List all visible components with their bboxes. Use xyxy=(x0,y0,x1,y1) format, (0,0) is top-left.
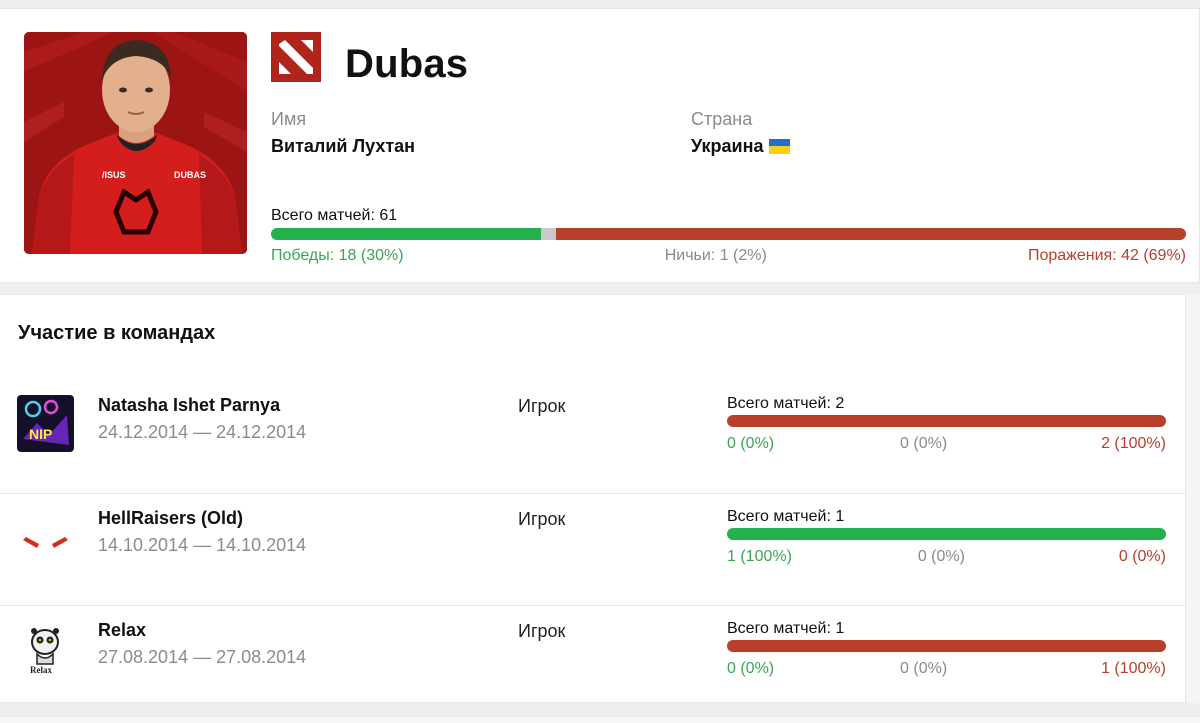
player-avatar: DUBAS /ISUS xyxy=(24,32,247,254)
team-row[interactable]: NIP Natasha Ishet Parnya 24.12.2014 — 24… xyxy=(0,381,1186,493)
player-photo: DUBAS /ISUS xyxy=(24,32,247,254)
team-name[interactable]: Natasha Ishet Parnya xyxy=(98,395,281,415)
team-role: Игрок xyxy=(518,621,566,641)
draws-segment xyxy=(541,228,556,240)
team-row[interactable]: HellRaisers (Old) 14.10.2014 — 14.10.201… xyxy=(0,493,1186,605)
losses-label: Поражения: 42 (69%) xyxy=(1027,247,1186,264)
svg-text:NIP: NIP xyxy=(29,426,52,442)
draws-label: 0 (0%) xyxy=(900,435,948,452)
team-dates: 24.12.2014 — 24.12.2014 xyxy=(98,422,307,442)
draws-label: 0 (0%) xyxy=(900,660,948,677)
wins-label: 0 (0%) xyxy=(727,660,775,677)
player-nickname: Dubas xyxy=(345,42,469,86)
section-heading: Участие в командах xyxy=(18,322,216,344)
losses-label: 1 (100%) xyxy=(1101,660,1166,677)
natasha-ishet-parnya-logo: NIP xyxy=(17,395,74,452)
relax-lemur-logo: Relax xyxy=(17,620,74,677)
player-results-legend: Победы: 18 (30%) Ничьи: 1 (2%) Поражения… xyxy=(271,247,1186,265)
team-results-bar xyxy=(727,528,1166,540)
player-profile-card: DUBAS /ISUS Dubas Имя Виталий Лухтан Стр… xyxy=(0,8,1200,283)
country-label: Страна xyxy=(691,109,753,129)
team-name[interactable]: Relax xyxy=(98,620,147,640)
team-row[interactable]: Relax Relax 27.08.2014 — 27.08.2014 Игро… xyxy=(0,605,1186,717)
team-results-legend: 0 (0%) 0 (0%) 2 (100%) xyxy=(727,435,1166,453)
losses-segment xyxy=(727,640,1166,652)
team-results-legend: 1 (100%) 0 (0%) 0 (0%) xyxy=(727,548,1166,566)
wins-segment xyxy=(727,528,1166,540)
team-history-card: Участие в командах NIP Natasha Ishet Par… xyxy=(0,294,1186,703)
country-value: Украина xyxy=(691,136,764,156)
team-total-matches: Всего матчей: 1 xyxy=(727,620,845,637)
draws-label: Ничьи: 1 (2%) xyxy=(664,247,767,264)
losses-segment xyxy=(556,228,1186,240)
svg-text:Relax: Relax xyxy=(30,665,52,675)
team-role: Игрок xyxy=(518,396,566,416)
next-card-edge xyxy=(0,716,1200,723)
team-results-legend: 0 (0%) 0 (0%) 1 (100%) xyxy=(727,660,1166,678)
dota2-logo-icon xyxy=(271,32,321,82)
losses-label: 0 (0%) xyxy=(1118,548,1166,565)
wins-label: Победы: 18 (30%) xyxy=(271,247,404,264)
player-results-bar xyxy=(271,228,1186,240)
team-results-bar xyxy=(727,415,1166,427)
page-scroll-gutter xyxy=(1186,294,1200,703)
total-matches-label: Всего матчей: 61 xyxy=(271,207,398,224)
svg-text:DUBAS: DUBAS xyxy=(174,170,206,180)
losses-label: 2 (100%) xyxy=(1101,435,1166,452)
svg-text:/ISUS: /ISUS xyxy=(102,170,126,180)
ukraine-flag-icon xyxy=(769,138,791,154)
wins-label: 0 (0%) xyxy=(727,435,775,452)
team-total-matches: Всего матчей: 1 xyxy=(727,508,845,525)
team-results-bar xyxy=(727,640,1166,652)
real-name-value: Виталий Лухтан xyxy=(271,136,416,156)
team-name[interactable]: HellRaisers (Old) xyxy=(98,508,244,528)
team-dates: 14.10.2014 — 14.10.2014 xyxy=(98,535,307,555)
losses-segment xyxy=(727,415,1166,427)
wins-segment xyxy=(271,228,541,240)
hellraisers-logo xyxy=(17,508,74,565)
country-value-wrapper: Украина xyxy=(691,135,791,157)
team-total-matches: Всего матчей: 2 xyxy=(727,395,845,412)
draws-label: 0 (0%) xyxy=(917,548,965,565)
name-label: Имя xyxy=(271,109,307,129)
team-dates: 27.08.2014 — 27.08.2014 xyxy=(98,647,307,667)
team-role: Игрок xyxy=(518,509,566,529)
wins-label: 1 (100%) xyxy=(727,548,792,565)
